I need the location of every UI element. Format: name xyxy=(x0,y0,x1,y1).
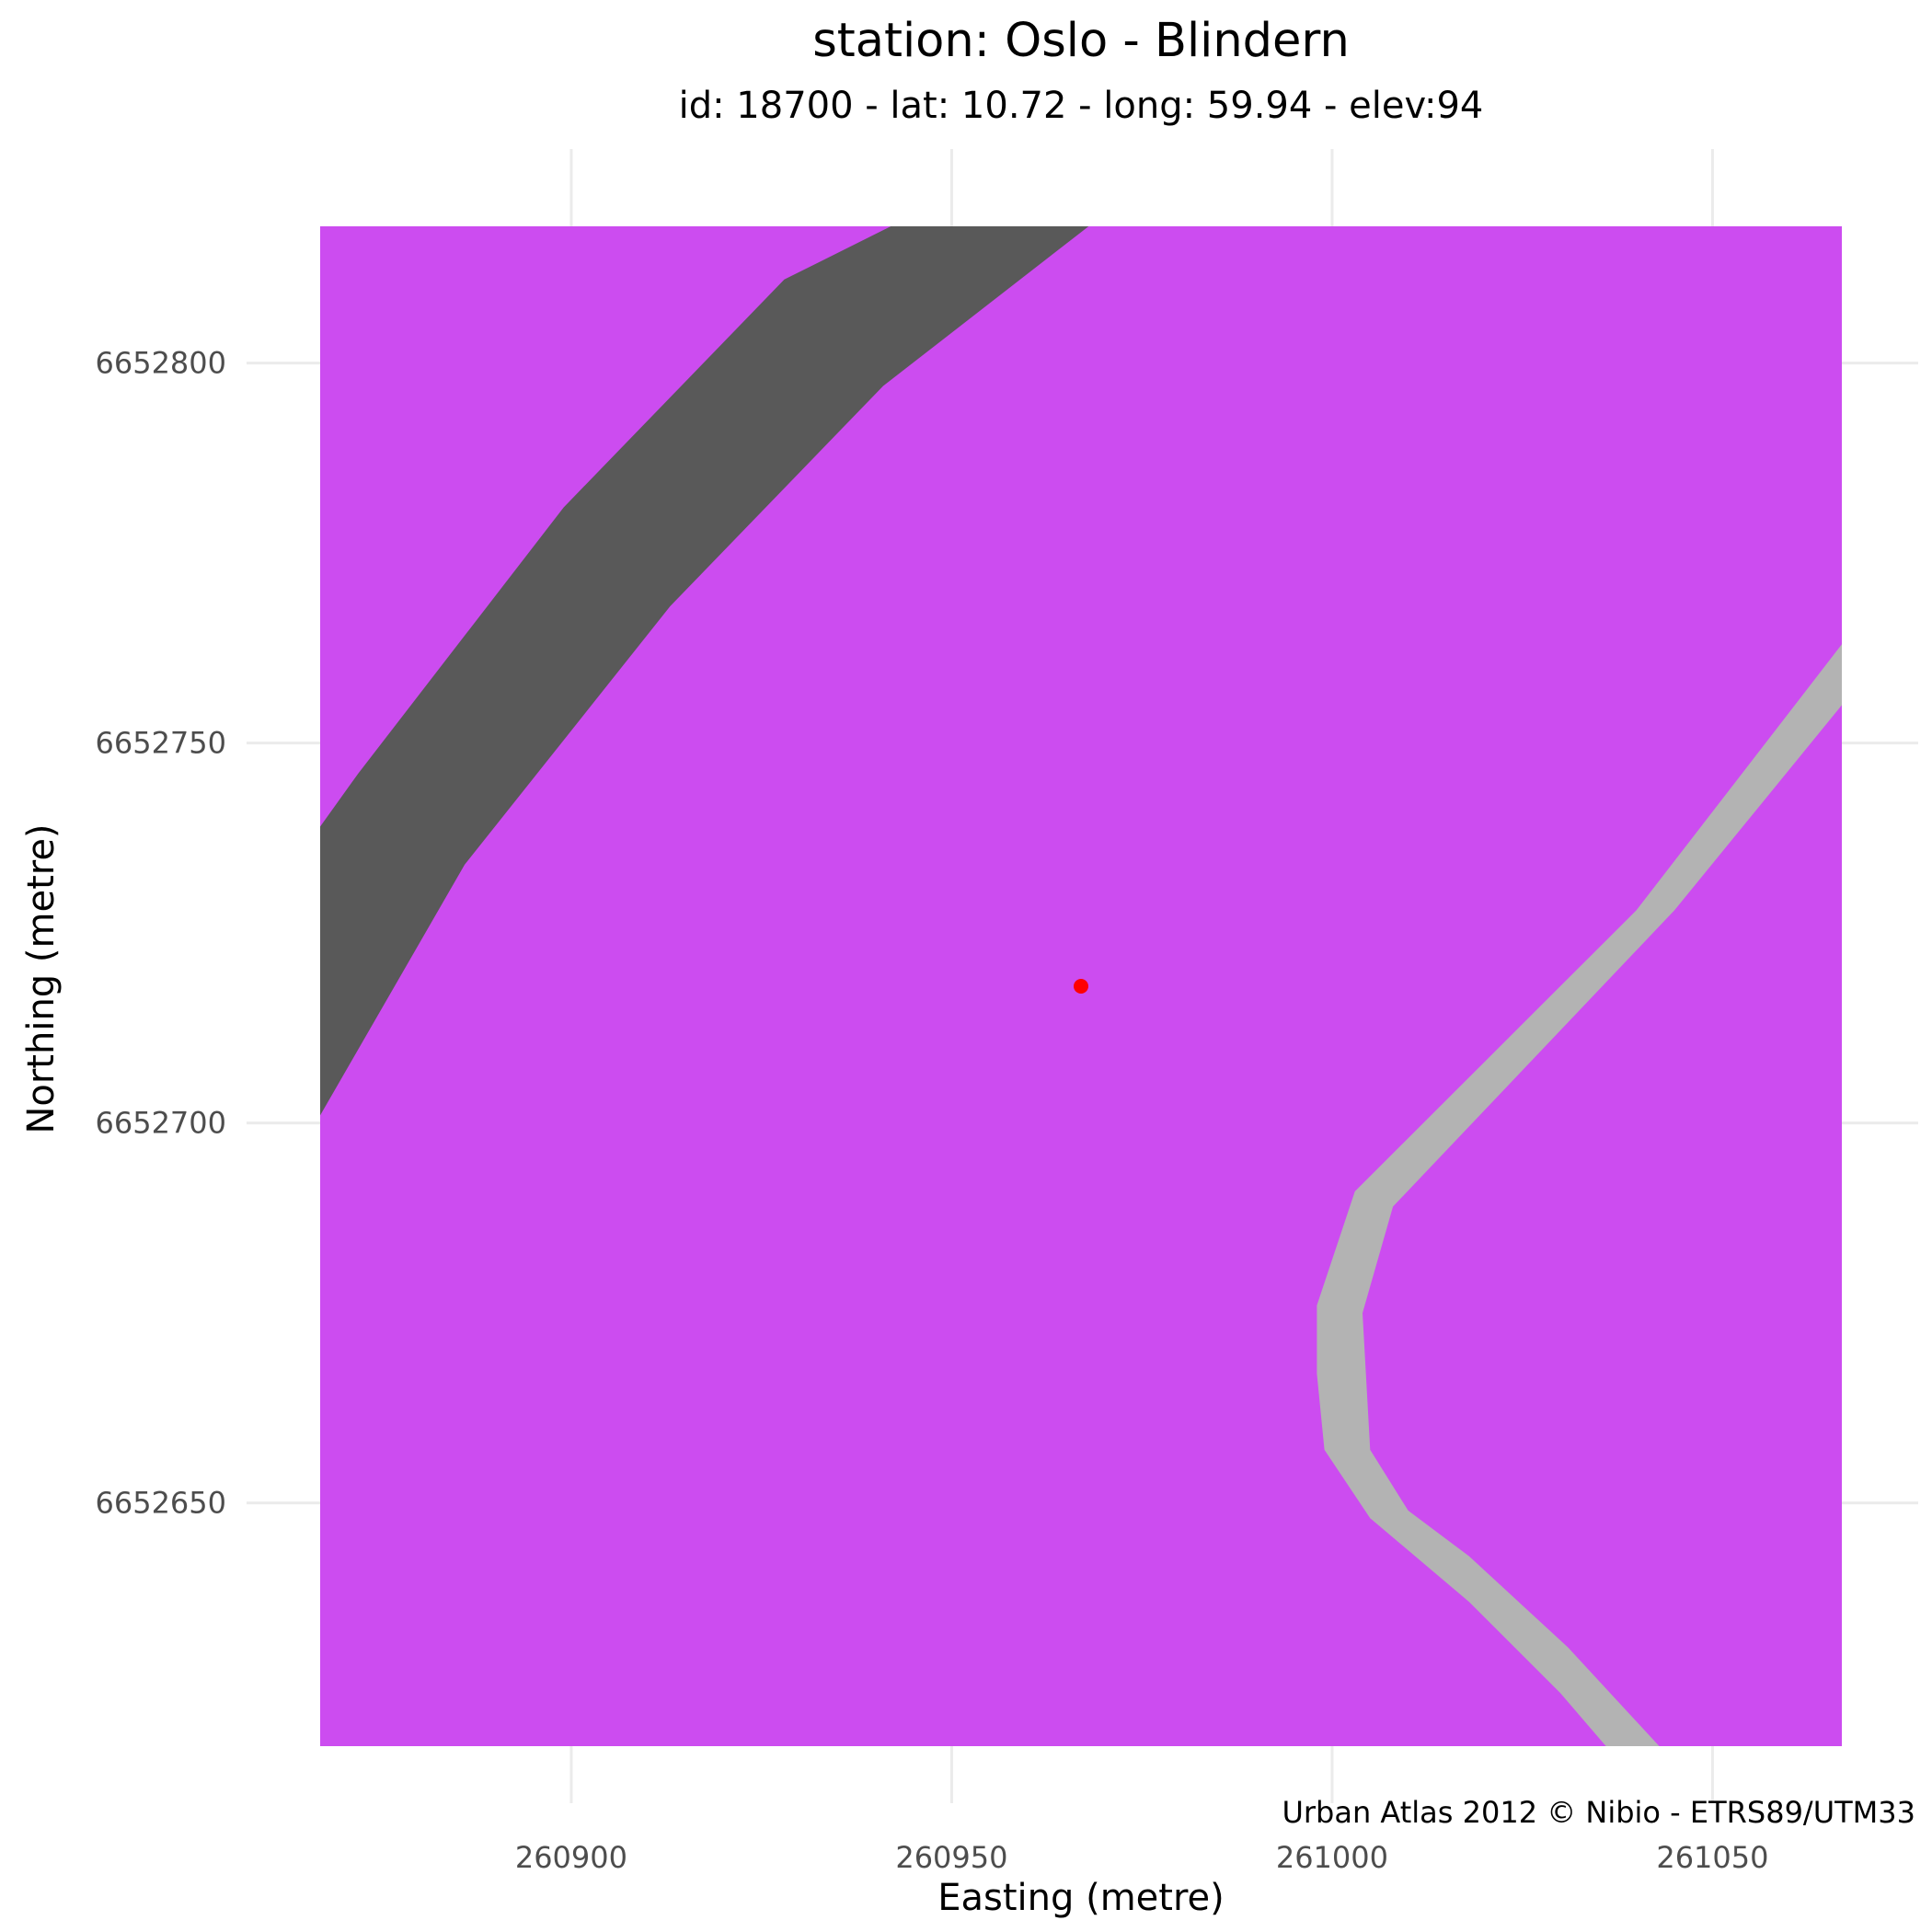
y-tick-label: 6652750 xyxy=(95,726,226,761)
y-axis-ticks: 6652650 6652700 6652750 6652800 xyxy=(95,346,226,1521)
x-axis-ticks: 260900 260950 261000 261050 xyxy=(515,1840,1769,1875)
x-axis-title: Easting (metre) xyxy=(937,1877,1225,1919)
y-tick-label: 6652700 xyxy=(95,1106,226,1141)
major-road-polygon xyxy=(320,226,1089,1116)
y-axis-title: Northing (metre) xyxy=(20,823,63,1133)
minor-road-polygon xyxy=(1317,644,1842,1746)
station-point xyxy=(1074,979,1088,994)
map-caption: Urban Atlas 2012 © Nibio - ETRS89/UTM33 xyxy=(1282,1795,1915,1830)
map-title: station: Oslo - Blindern xyxy=(812,14,1350,68)
x-tick-label: 260900 xyxy=(515,1840,627,1875)
road-layers xyxy=(320,226,1842,1746)
x-tick-label: 261000 xyxy=(1276,1840,1388,1875)
x-tick-label: 260950 xyxy=(895,1840,1007,1875)
y-tick-label: 6652650 xyxy=(95,1486,226,1521)
x-tick-label: 261050 xyxy=(1656,1840,1768,1875)
y-tick-label: 6652800 xyxy=(95,346,226,381)
map-subtitle: id: 18700 - lat: 10.72 - long: 59.94 - e… xyxy=(679,85,1484,127)
map-panel xyxy=(320,226,1842,1746)
